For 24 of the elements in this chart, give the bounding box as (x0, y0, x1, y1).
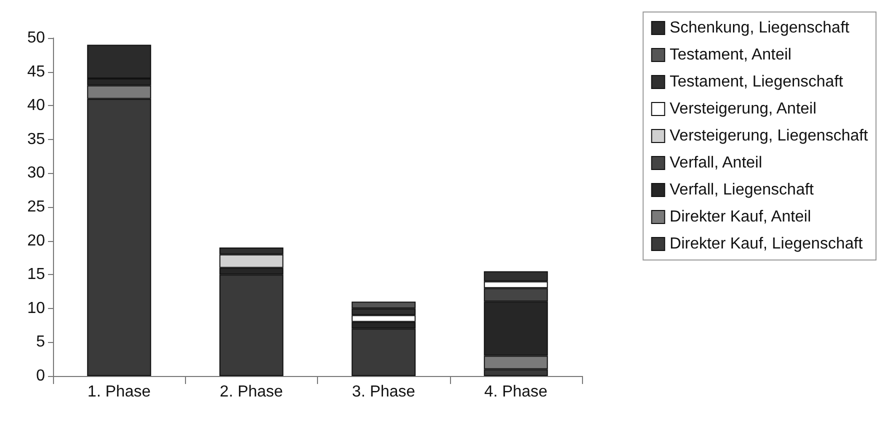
legend-label: Direkter Kauf, Liegenschaft (670, 236, 864, 252)
legend-label: Versteigerung, Liegenschaft (670, 128, 869, 144)
legend-label: Direkter Kauf, Anteil (670, 208, 812, 226)
y-tick-label: 50 (27, 30, 46, 46)
legend-label: Versteigerung, Anteil (670, 100, 816, 118)
y-tick-label: 45 (27, 63, 46, 80)
y-tick-label: 35 (27, 130, 46, 148)
y-tick-label: 15 (27, 266, 46, 284)
y-tick-label: 25 (27, 198, 46, 216)
legend-label: Testament, Anteil (670, 46, 792, 64)
legend-label: Verfall, Anteil (670, 154, 762, 172)
x-tick-label: 1. Phase (88, 384, 151, 400)
y-tick-label: 0 (36, 368, 46, 384)
y-tick-label: 40 (27, 97, 46, 114)
x-tick-label: 4. Phase (484, 384, 548, 400)
x-tick-label: 3. Phase (352, 384, 416, 400)
y-tick-label: 30 (27, 164, 46, 182)
legend-label: Schenkung, Liegenschaft (670, 20, 850, 36)
y-tick-label: 5 (36, 334, 46, 351)
y-tick-label: 10 (27, 300, 46, 317)
legend-label: Testament, Liegenschaft (670, 74, 844, 90)
legend-label: Verfall, Liegenschaft (670, 182, 814, 198)
x-tick-label: 2. Phase (220, 384, 284, 400)
y-tick-label: 20 (27, 232, 46, 250)
